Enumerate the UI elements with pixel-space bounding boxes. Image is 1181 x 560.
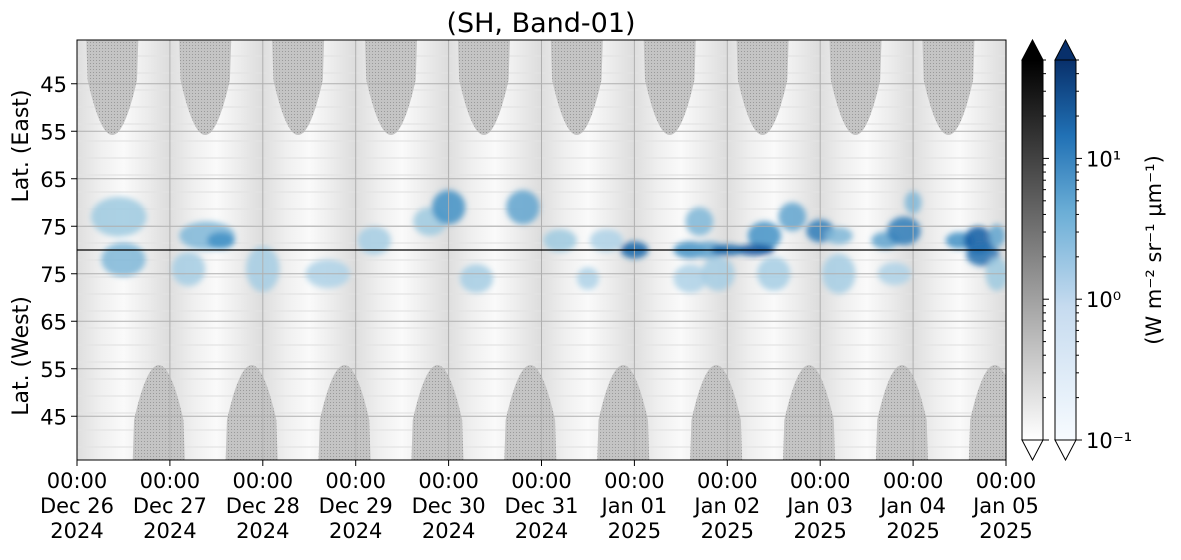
cb-tick-label: 10¹: [1086, 147, 1121, 171]
no-data-region-bottom: [504, 365, 557, 460]
y-tick-label: 75: [40, 263, 67, 287]
no-data-region-bottom: [690, 365, 743, 460]
ylabel-west: Lat. (West): [9, 296, 34, 416]
ylabel-east: Lat. (East): [9, 90, 34, 203]
aurora-blob: [459, 264, 494, 293]
x-tick-label: 00:00 Dec 31 2024: [504, 469, 578, 543]
y-tick-label: 65: [40, 310, 67, 334]
y-tick-label: 55: [40, 120, 67, 144]
x-tick-label: 00:00 Dec 29 2024: [319, 469, 393, 543]
x-ticks: 00:00 Dec 26 2024 00:00 Dec 27 2024 00:00 Dec 2…: [40, 460, 1039, 543]
colorbar-label: (W m⁻² sr⁻¹ μm⁻¹): [1142, 155, 1166, 345]
no-data-region-bottom: [318, 365, 371, 460]
aurora-blob: [685, 207, 714, 236]
no-data-region-bottom: [968, 365, 1006, 460]
aurora-blob: [543, 229, 577, 252]
aurora-blob: [988, 224, 1006, 248]
aurora-blob: [576, 267, 600, 290]
cb-tick-label: 10⁰: [1086, 288, 1121, 312]
x-tick-label: 00:00 Jan 04 2025: [878, 469, 946, 543]
x-tick-label: 00:00 Dec 30 2024: [412, 469, 486, 543]
no-data-region-top: [736, 40, 789, 135]
colorbar-blue: [1054, 59, 1077, 441]
y-tick-label: 55: [40, 358, 67, 382]
no-data-region-top: [457, 40, 510, 135]
cb-tick-label: 10⁻¹: [1086, 429, 1132, 453]
colorbars: 10¹ 10⁰ 10⁻¹: [1021, 38, 1132, 462]
aurora-blob: [824, 227, 853, 245]
x-tick-label: 00:00 Jan 05 2025: [971, 469, 1039, 543]
x-tick-label: 00:00 Jan 03 2025: [785, 469, 853, 543]
x-tick-label: 00:00 Dec 26 2024: [40, 469, 114, 543]
no-data-region-bottom: [132, 365, 185, 460]
colorbar-extend-bottom: [1021, 439, 1044, 462]
x-tick-label: 00:00 Jan 01 2025: [600, 469, 668, 543]
no-data-region-top: [86, 40, 139, 135]
y-tick-label: 65: [40, 168, 67, 192]
no-data-region-bottom: [225, 365, 278, 460]
no-data-region-bottom: [411, 365, 464, 460]
y-tick-label: 45: [40, 405, 67, 429]
y-tick-label: 75: [40, 215, 67, 239]
colorbar-grey: [1021, 59, 1044, 441]
y-ticks: 45 55 65 75 75 65 55 45: [40, 73, 77, 429]
aurora-blob: [207, 231, 235, 250]
no-data-region-bottom: [597, 365, 650, 460]
no-data-region-top: [829, 40, 882, 135]
aurora-blob: [101, 242, 146, 277]
aurora-blob: [171, 251, 206, 287]
aurora-blob: [747, 221, 782, 250]
no-data-region-top: [643, 40, 696, 135]
aurora-blob: [887, 216, 921, 246]
aurora-blob: [778, 202, 807, 231]
aurora-blob: [90, 196, 147, 237]
aurora-blob: [673, 264, 707, 293]
no-data-region-top: [550, 40, 603, 135]
x-tick-label: 00:00 Jan 02 2025: [692, 469, 760, 543]
y-tick-label: 45: [40, 73, 67, 97]
grid: [76, 39, 1007, 461]
no-data-region-bottom: [783, 365, 836, 460]
chart-title: (SH, Band-01): [446, 8, 635, 39]
aurora-blob: [506, 190, 540, 225]
colorbar-extend-top: [1021, 38, 1044, 61]
colorbar-extend-bottom: [1054, 439, 1077, 462]
no-data-region-bottom: [875, 365, 928, 460]
no-data-region-top: [364, 40, 418, 135]
no-data-region-top: [922, 40, 975, 135]
x-tick-label: 00:00 Dec 27 2024: [133, 469, 207, 543]
x-tick-label: 00:00 Dec 28 2024: [226, 469, 300, 543]
no-data-region-top: [272, 40, 325, 135]
colorbar-extend-top: [1054, 38, 1077, 61]
aurora-blob: [589, 229, 624, 252]
aurora-blob: [357, 226, 392, 255]
no-data-region-top: [179, 40, 232, 135]
